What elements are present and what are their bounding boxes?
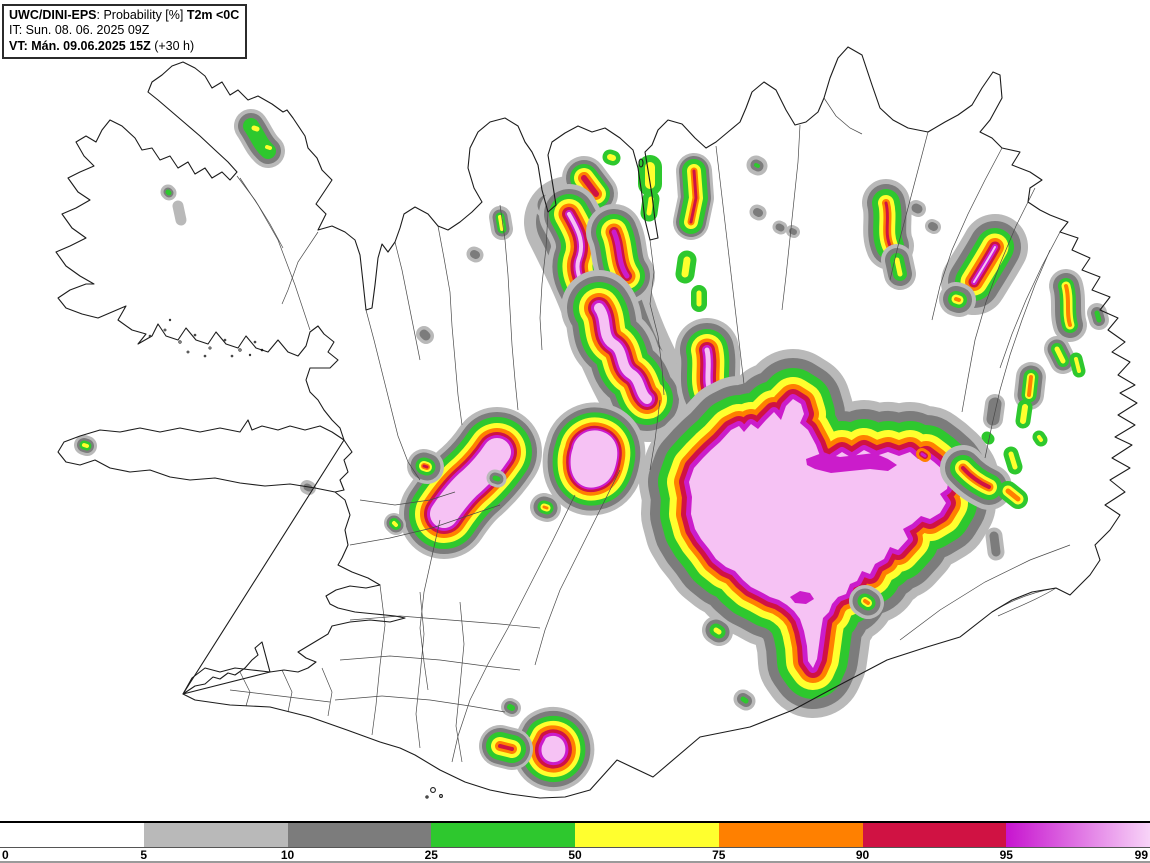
colorbar-tick-10: 10 (280, 848, 295, 862)
blob-eastfjords-strip-2 (1044, 336, 1076, 374)
blob-eyjafjordur-west-dot (602, 149, 621, 166)
blob-southeast-gray-strip (985, 527, 1005, 561)
blob-trollaskagi-north (562, 156, 618, 216)
blob-eastfjords-dot-2 (981, 431, 995, 445)
blob-vatnajokull-ne-dot (916, 448, 931, 462)
iceland-coastline-path (182, 641, 271, 695)
colorbar-segment-6 (862, 823, 1007, 847)
colorbar-segment-1 (143, 823, 288, 847)
colorbar-tick-25: 25 (424, 848, 438, 862)
title-box: UWC/DINI-EPS: Probability [%] T2m <0C IT… (2, 4, 248, 59)
colorbar-segment-2 (287, 823, 432, 847)
blob-myrdalsjokull (512, 706, 595, 792)
coastline (55, 46, 1138, 799)
blob-vatnajokull-magenta-north (806, 453, 897, 473)
blob-vatnajokull (639, 349, 999, 718)
blob-east-orange-dot (939, 282, 976, 317)
blob-gray-dot-4 (786, 225, 800, 238)
product-label: Probability [%] (103, 8, 187, 22)
blob-hagafell-dot (407, 449, 444, 484)
colorbar-segment-4 (575, 823, 719, 847)
blob-westfjords-dot (160, 184, 177, 201)
blob-gray-dot-5 (908, 200, 926, 217)
blob-ok-dot (384, 513, 406, 535)
blob-eastfjords-dot-ne (1087, 303, 1109, 330)
colorbar-segment-3 (431, 823, 575, 847)
blob-eastfjords-strip-5 (1015, 399, 1033, 429)
blob-trollaskagi-south-mass (561, 270, 685, 437)
blob-north-strip-4 (675, 250, 697, 284)
blob-northeast-strip (862, 179, 914, 270)
blob-langjokull (399, 407, 542, 559)
blob-westfjords-streak (172, 200, 187, 226)
blob-gray-dot-8 (416, 326, 434, 344)
blob-east-smjorfjoll (941, 214, 1028, 315)
blob-eastfjords-strip-4 (1014, 362, 1046, 410)
colorbar-tick-5: 5 (140, 848, 148, 862)
colorbar-tick-99: 99 (1134, 848, 1148, 862)
blob-vatnajokull-east-ext-2 (998, 481, 1028, 509)
colorbar-tick-75: 75 (712, 848, 726, 862)
blob-tindfjoll-dot (501, 698, 521, 717)
blob-eyjafjallajokull (479, 725, 533, 770)
blob-south-gray-dot (733, 689, 756, 711)
colorbar-tick-95: 95 (999, 848, 1013, 862)
blob-drangajokull-yellow-1 (251, 125, 260, 132)
blob-north-strip-3 (673, 153, 714, 240)
blob-kerlingarfjoll-dot (530, 493, 561, 522)
blob-eastfjords-dot-1 (1032, 430, 1048, 447)
blob-southeast-orange-dot (849, 585, 884, 619)
blob-gray-dot-3 (772, 220, 788, 235)
colorbar-tick-labels: 0 5 10 25 50 75 90 95 99 (0, 848, 1150, 862)
model-name: UWC/DINI-EPS (9, 8, 97, 22)
blob-trollaskagi-east-branch (586, 204, 655, 304)
boundary-lines (229, 97, 1071, 763)
breidafjordur-islets (148, 318, 264, 358)
blob-gray-dot-2 (749, 204, 767, 221)
blob-skagi-strip (489, 206, 513, 240)
blob-gray-dot-1 (746, 155, 768, 176)
colorbar-tick-0: 0 (2, 848, 9, 862)
valid-time: VT: Mán. 09.06.2025 15Z (+30 h) (9, 38, 195, 53)
probability-contour-layer (74, 109, 1109, 792)
blob-vatnajokull-east-ext (940, 445, 1012, 510)
probability-colorbar: 0 5 10 25 50 75 90 95 99 (0, 821, 1150, 863)
parameter-label: T2m <0C (186, 8, 240, 22)
colorbar-segment-7 (1006, 823, 1150, 847)
blob-north-strip-2 (640, 190, 660, 222)
colorbar-tick-50: 50 (568, 848, 582, 862)
blob-vatnajokull-magenta-south (790, 591, 814, 604)
blob-eastfjords-strip-3 (1069, 352, 1086, 378)
blob-gray-dot-6 (925, 219, 941, 234)
blob-northeast-strip-2 (881, 244, 916, 290)
blob-snaefellsjokull-dot (74, 435, 97, 456)
colorbar-segment-0 (0, 823, 144, 847)
blob-eastfjords-strip-6 (1003, 446, 1023, 475)
colorbar-segment-5 (718, 823, 863, 847)
colorbar-tick-90: 90 (855, 848, 870, 862)
blob-drangajokull-yellow-2 (265, 145, 272, 150)
blob-green-dot-mid (486, 469, 507, 488)
blob-eastfjords-gray-strip (983, 394, 1005, 429)
colorbar-band (0, 821, 1150, 848)
blob-hofsjokull (542, 402, 646, 516)
blob-gray-dot-7 (466, 246, 484, 263)
blob-eastfjords-strip-1 (1049, 269, 1087, 342)
bottom-gray-strip (0, 861, 1150, 863)
product-title: UWC/DINI-EPS: Probability [%] T2m <0C (9, 8, 240, 22)
init-time: IT: Sun. 08. 06. 2025 09Z (9, 23, 150, 38)
blob-south-green-dot (702, 616, 733, 646)
